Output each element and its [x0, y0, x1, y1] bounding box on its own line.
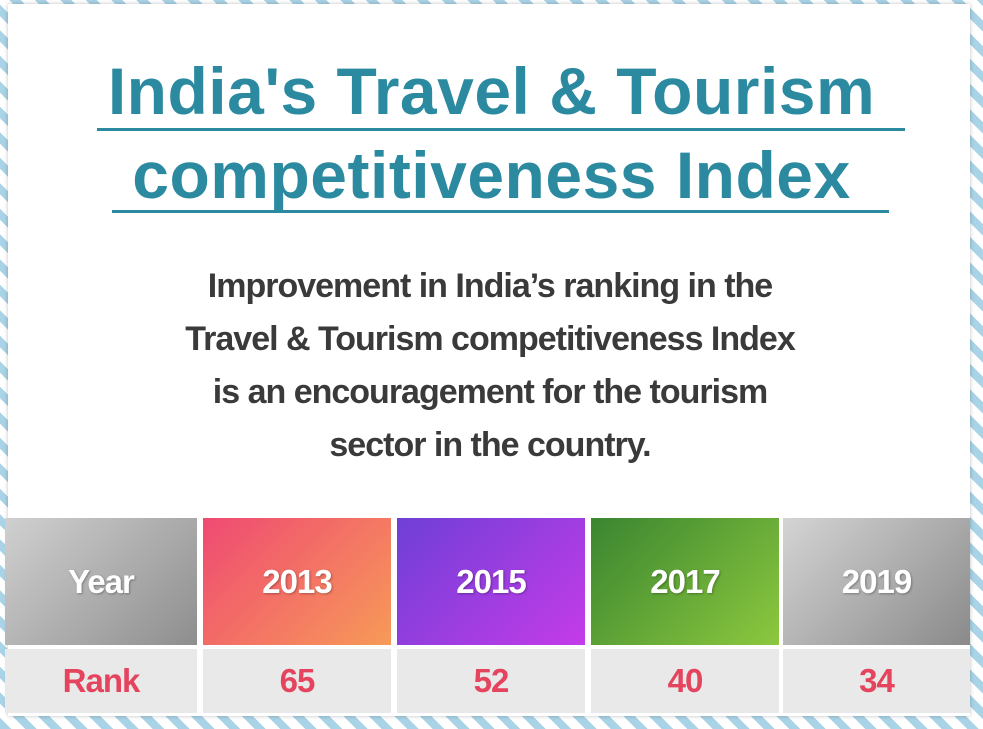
description: Improvement in India’s ranking in the Tr… [185, 267, 795, 464]
rank-cell: 40 [591, 649, 779, 713]
title-line: India's Travel & Tourism [107, 54, 876, 128]
header-cell: 2019 [783, 518, 970, 645]
title-underline [112, 210, 889, 213]
header-cell: Year [5, 518, 197, 645]
header-cell: 2013 [203, 518, 391, 645]
title-line: competitiveness Index [132, 138, 851, 212]
rank-cell: 65 [203, 649, 391, 713]
header-cell: 2017 [591, 518, 779, 645]
header-cell: 2015 [397, 518, 585, 645]
rank-cell: 52 [397, 649, 585, 713]
title-underline [97, 128, 905, 131]
rank-cell: Rank [5, 649, 197, 713]
rank-cell: 34 [783, 649, 970, 713]
